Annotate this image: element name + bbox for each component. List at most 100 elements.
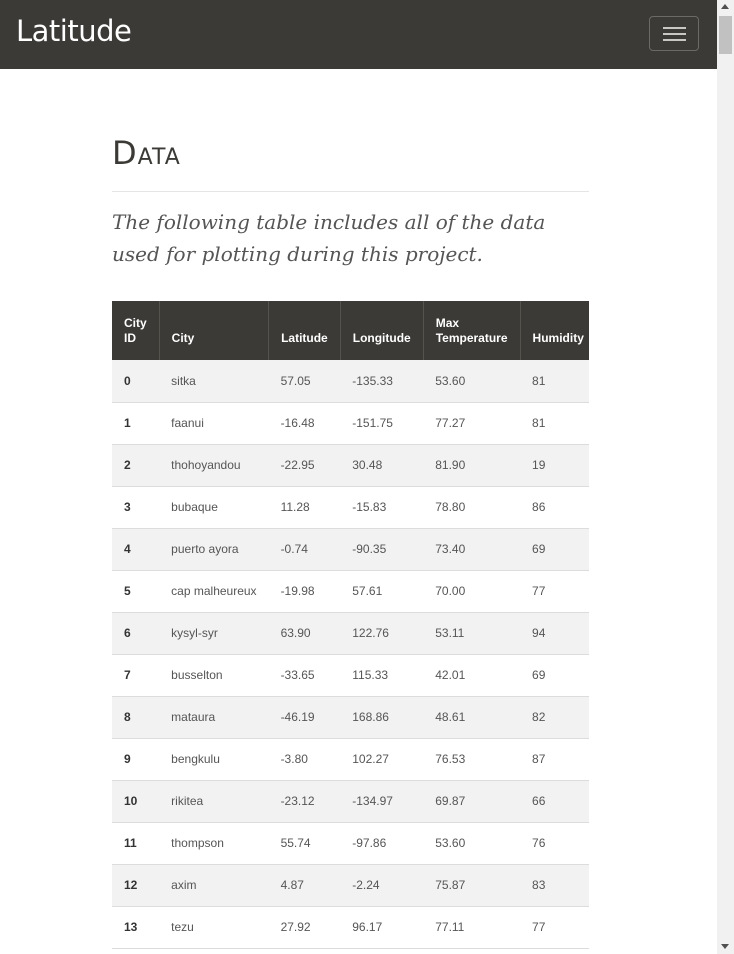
cell-longitude: -97.86 [352,836,387,850]
cell-latitude: -0.74 [280,542,308,556]
cell-city: cap malheureux [171,584,257,598]
table-body: 0 sitka 57.05 -135.33 53.60 8 1 1 faanui -16.48 -1… [112,360,589,948]
cell-city: sitka [171,373,196,388]
navbar-brand[interactable]: Latitude [16,14,132,48]
menu-toggle-button[interactable] [649,16,699,51]
cell-latitude: -33.65 [280,668,315,682]
cell-city: thompson [171,836,224,850]
page-title: Data [112,134,181,172]
cell-longitude: -2.24 [352,878,380,892]
cell-latitude: -3.80 [280,752,308,766]
cell-longitude: 102.27 [352,752,389,766]
cell-city: thohoyandou [171,458,241,472]
table-row: 13 tezu 27.92 96.17 77.11 77 [112,906,589,948]
cell-humidity: 94 [532,626,546,640]
cell-city-id: 7 [124,668,131,682]
cell-humidity: 87 [532,752,546,766]
hamburger-icon [663,27,686,29]
cell-city: bubaque [171,500,218,514]
data-table-container[interactable]: City ID City Latitude Longitude Max Temper… [112,301,589,954]
cell-humidity: 86 [532,500,546,514]
cell-longitude: 115.33 [352,668,389,682]
cell-city-id: 3 [124,500,131,514]
cell-city-id: 12 [124,878,138,892]
cell-max-temperature: 76.53 [435,752,466,766]
cell-latitude: -16.48 [280,416,315,430]
cell-city-id: 2 [124,458,131,472]
cell-max-temperature: 77.27 [435,416,466,430]
scrollbar[interactable] [717,0,734,954]
header-longitude: Longitude [340,301,424,360]
cell-max-temperature: 42.01 [435,668,466,682]
cell-latitude: -22.95 [280,458,315,472]
navbar: Latitude [0,0,717,69]
table-row: 7 busselton -33.65 115.33 42.01 69 [112,654,589,696]
cell-city-id: 11 [124,836,137,850]
scroll-up-icon[interactable] [721,4,729,9]
cell-city: bengkulu [171,752,220,766]
page-lead: The following table includes all of the … [112,210,546,266]
cell-longitude: -134.97 [352,794,393,808]
cell-longitude: 57.61 [352,584,383,598]
cell-humidity: 69 [532,668,546,682]
cell-latitude: -19.98 [280,584,315,598]
cell-humidity: 19 [532,458,546,472]
cell-city-id: 10 [124,794,138,808]
cell-max-temperature: 53.60 [435,373,466,388]
cell-max-temperature: 69.87 [435,794,466,808]
cell-longitude: 30.48 [352,458,383,472]
table-row: 6 kysyl-syr 63.90 122.76 53.11 94 [112,612,589,654]
cell-latitude: 11.28 [280,500,310,514]
table-row: 3 bubaque 11.28 -15.83 78.80 86 [112,486,589,528]
cell-latitude: 57.05 [280,373,311,388]
cell-max-temperature: 73.40 [435,542,466,556]
cell-max-temperature: 53.11 [435,626,465,640]
cell-longitude: -135.33 [352,373,393,388]
table-row: 0 sitka 57.05 -135.33 53.60 81 [112,360,589,402]
cell-max-temperature: 77.11 [435,920,465,934]
cell-max-temperature: 81.90 [435,458,466,472]
table-row: 12 axim 4.87 -2.24 75.87 83 [112,864,589,906]
scroll-down-icon[interactable] [721,944,729,949]
cell-max-temperature: 70.00 [435,584,466,598]
cell-humidity: 76 [532,836,546,850]
table-row: 11 thompson 55.74 -97.86 53.60 76 [112,822,589,864]
cell-humidity: 77 [532,920,546,934]
cell-max-temperature: 53.60 [435,836,466,850]
cell-city-id: 9 [124,752,131,766]
header-city-id: City ID [112,301,160,360]
divider [112,191,589,192]
cell-humidity: 66 [532,794,546,808]
cell-city: busselton [171,668,223,682]
cell-city-id: 6 [124,626,131,640]
cell-city: kysyl-syr [171,626,218,640]
cell-city-id: 13 [124,920,138,934]
cell-city-id: 5 [124,584,131,598]
cell-latitude: 27.92 [280,920,311,934]
table-row: 5 cap malheureux -19.98 57.61 70.00 77 [112,570,589,612]
cell-longitude: 122.76 [352,626,389,640]
cell-city: tezu [171,920,194,934]
cell-city: faanui [171,416,204,430]
cell-city: puerto ayora [171,542,239,556]
table-row: 8 mataura -46.19 168.86 48.61 82 [112,696,589,738]
header-humidity: Humidity [520,301,589,360]
cell-longitude: -90.35 [352,542,387,556]
cell-latitude: 63.90 [280,626,311,640]
table-row: 9 bengkulu -3.80 102.27 76.53 87 [112,738,589,780]
table-row: 2 thohoyandou -22.95 30.48 81.90 19 [112,444,589,486]
cell-longitude: 168.86 [352,710,389,724]
header-city: City [159,301,270,360]
cell-longitude: -151.75 [352,416,393,430]
cell-humidity: 69 [532,542,546,556]
cell-latitude: -23.12 [280,794,315,808]
scrollbar-thumb[interactable] [719,16,732,54]
cell-max-temperature: 78.80 [435,500,466,514]
cell-max-temperature: 75.87 [435,878,466,892]
cell-latitude: 55.74 [280,836,311,850]
cell-humidity: 81 [532,373,546,388]
cell-longitude: 96.17 [352,920,383,934]
cell-city: axim [171,878,197,892]
cell-city-id: 8 [124,710,131,724]
cell-city-id: 0 [124,373,131,388]
